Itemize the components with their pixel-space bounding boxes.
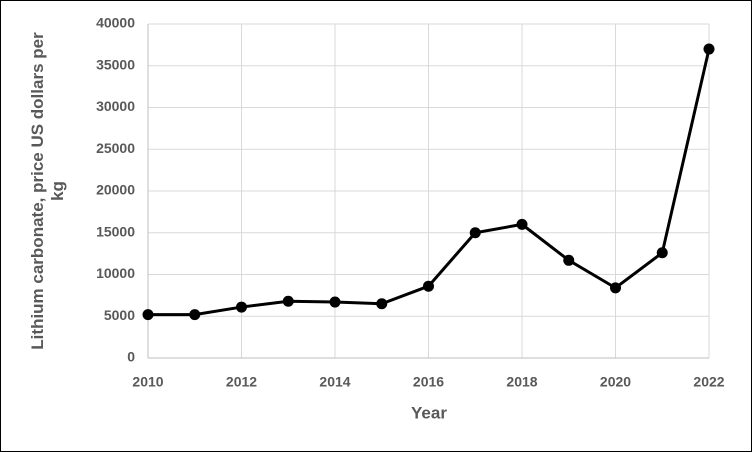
- x-tick-label: 2020: [600, 374, 631, 390]
- point-marker: [142, 309, 154, 321]
- x-tick-label: 2022: [693, 374, 724, 390]
- y-tick-label: 25000: [96, 140, 135, 156]
- y-tick-label: 10000: [96, 265, 135, 281]
- y-tick-label: 0: [127, 349, 135, 365]
- point-marker: [563, 254, 575, 266]
- point-marker: [703, 43, 715, 55]
- point-marker: [516, 218, 528, 230]
- x-axis-label: Year: [411, 403, 447, 422]
- point-marker: [610, 282, 621, 294]
- point-marker: [656, 247, 668, 259]
- y-tick-label: 15000: [96, 223, 135, 239]
- y-tick-label: 30000: [96, 98, 135, 114]
- point-marker: [423, 280, 434, 292]
- x-tick-label: 2014: [319, 374, 350, 390]
- point-marker: [376, 298, 388, 310]
- point-marker: [329, 296, 341, 308]
- point-marker: [282, 295, 294, 307]
- x-tick-label: 2016: [413, 374, 444, 390]
- x-tick-label: 2010: [132, 374, 163, 390]
- y-tick-label: 40000: [96, 15, 135, 31]
- x-tick-label: 2012: [226, 374, 257, 390]
- y-tick-label: 20000: [96, 182, 135, 198]
- x-tick-label: 2018: [506, 374, 537, 390]
- y-axis-label: Lithium carbonate, price US dollars per …: [28, 32, 67, 350]
- point-marker: [189, 309, 201, 321]
- y-tick-label: 5000: [104, 307, 135, 323]
- y-tick-label: 35000: [96, 56, 135, 72]
- point-marker: [236, 301, 247, 313]
- point-marker: [469, 227, 481, 239]
